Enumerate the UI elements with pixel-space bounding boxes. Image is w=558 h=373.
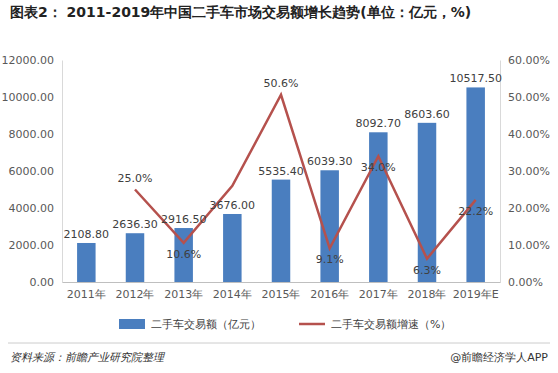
bar-label: 10517.50 bbox=[449, 72, 502, 85]
bar-label: 6039.30 bbox=[307, 155, 353, 168]
y-tick: 0.00 bbox=[30, 276, 63, 289]
y-axis: 0.00 2000.00 4000.00 6000.00 8000.00 10000.00… bbox=[2, 54, 63, 289]
legend-label: 二手车交易额（亿元） bbox=[151, 318, 261, 331]
y-tick-label: 2000.00 bbox=[9, 239, 55, 252]
y-axis-line bbox=[62, 61, 63, 283]
y2-tick: 50.00% bbox=[500, 91, 550, 104]
x-tick: 2019年E bbox=[453, 282, 499, 301]
y2-axis: 0.00% 10.00% 20.00% 30.00% 40.00% 50.00% 60.00… bbox=[500, 54, 550, 289]
y2-tick-label: 0.00% bbox=[508, 276, 543, 289]
bar bbox=[466, 87, 484, 282]
bar-label: 2916.50 bbox=[161, 213, 207, 226]
line-label: 22.2% bbox=[458, 205, 493, 218]
x-tick: 2012年 bbox=[116, 282, 155, 301]
line-label: 50.6% bbox=[264, 77, 299, 90]
y-tick: 8000.00 bbox=[9, 128, 63, 141]
footer-rule bbox=[8, 343, 550, 344]
x-tick: 2018年 bbox=[408, 282, 447, 301]
x-tick-label: 2013年 bbox=[164, 288, 203, 301]
y-tick: 6000.00 bbox=[9, 165, 63, 178]
x-tick: 2011年 bbox=[67, 282, 106, 301]
x-tick-label: 2015年 bbox=[262, 288, 301, 301]
x-tick-label: 2014年 bbox=[213, 288, 252, 301]
bar-label: 8092.70 bbox=[356, 117, 402, 130]
bar-label: 2636.30 bbox=[112, 218, 158, 231]
line-label: 25.0% bbox=[118, 172, 153, 185]
x-tick-label: 2012年 bbox=[116, 288, 155, 301]
y2-tick-label: 50.00% bbox=[508, 91, 550, 104]
x-tick-label: 2011年 bbox=[67, 288, 106, 301]
y2-tick-label: 60.00% bbox=[508, 54, 550, 67]
line bbox=[135, 95, 476, 259]
y-tick-label: 12000.00 bbox=[2, 54, 55, 67]
y2-tick: 10.00% bbox=[500, 239, 550, 252]
bar-label: 8603.60 bbox=[404, 108, 450, 121]
bar bbox=[272, 180, 290, 282]
y2-tick: 0.00% bbox=[500, 276, 543, 289]
data-labels: 2108.802636.302916.503676.00 5535.406039.… bbox=[64, 72, 502, 276]
y2-tick: 40.00% bbox=[500, 128, 550, 141]
y-tick-label: 8000.00 bbox=[9, 128, 55, 141]
legend-swatch bbox=[299, 323, 325, 326]
line-label: 10.6% bbox=[166, 248, 201, 261]
y2-tick: 20.00% bbox=[500, 202, 550, 215]
y-tick-label: 0.00 bbox=[30, 276, 55, 289]
y2-tick: 30.00% bbox=[500, 165, 550, 178]
line-label: 6.3% bbox=[413, 264, 441, 277]
x-tick-label: 2017年 bbox=[359, 288, 398, 301]
y2-tick-label: 30.00% bbox=[508, 165, 550, 178]
x-tick-label: 2018年 bbox=[408, 288, 447, 301]
source: 资料来源：前瞻产业研究院整理 bbox=[10, 351, 166, 364]
bar-label: 3676.00 bbox=[210, 199, 256, 212]
chart-title: 图表2： 2011-2019年中国二手车市场交易额增长趋势(单位：亿元，%) bbox=[10, 4, 530, 21]
x-tick-label: 2019年E bbox=[453, 288, 499, 301]
x-axis: 2011年 2012年 2013年 2014年 2015年 2016年 2017年 2018年… bbox=[63, 282, 501, 301]
x-tick: 2017年 bbox=[359, 282, 398, 301]
legend-label: 二手车交易额增速（%） bbox=[331, 318, 451, 331]
x-tick-label: 2016年 bbox=[310, 288, 349, 301]
legend: 二手车交易额（亿元） 二手车交易额增速（%） bbox=[119, 318, 451, 331]
bar bbox=[223, 214, 241, 282]
y2-tick-label: 20.00% bbox=[508, 202, 550, 215]
y2-tick-label: 10.00% bbox=[508, 239, 550, 252]
y-tick-label: 10000.00 bbox=[2, 91, 55, 104]
y-tick: 4000.00 bbox=[9, 202, 63, 215]
y-tick: 2000.00 bbox=[9, 239, 63, 252]
y-tick: 10000.00 bbox=[2, 91, 63, 104]
y-tick-label: 4000.00 bbox=[9, 202, 55, 215]
y2-tick-label: 40.00% bbox=[508, 128, 550, 141]
x-tick: 2016年 bbox=[310, 282, 349, 301]
bar-label: 5535.40 bbox=[258, 165, 304, 178]
bar-label: 2108.80 bbox=[64, 228, 109, 241]
marks bbox=[77, 87, 485, 282]
y-tick: 12000.00 bbox=[2, 54, 63, 67]
y-tick-label: 6000.00 bbox=[9, 165, 55, 178]
x-tick: 2014年 bbox=[213, 282, 252, 301]
legend-swatch bbox=[119, 319, 145, 329]
line-label: 9.1% bbox=[316, 253, 344, 266]
bar bbox=[77, 243, 95, 282]
bar bbox=[126, 233, 144, 282]
line-label: 34.0% bbox=[361, 161, 396, 174]
x-axis-line bbox=[63, 282, 501, 283]
credit: @前瞻经济学人APP bbox=[450, 351, 548, 364]
chart-svg: 0.00 2000.00 4000.00 6000.00 8000.00 10000.00… bbox=[0, 0, 558, 373]
x-tick: 2015年 bbox=[262, 282, 301, 301]
y2-axis-line bbox=[500, 61, 501, 283]
x-tick: 2013年 bbox=[164, 282, 203, 301]
chart-container: 图表2： 2011-2019年中国二手车市场交易额增长趋势(单位：亿元，%) 0… bbox=[0, 0, 558, 373]
plot-area: 0.00 2000.00 4000.00 6000.00 8000.00 10000.00… bbox=[2, 54, 550, 301]
y2-tick: 60.00% bbox=[500, 54, 550, 67]
